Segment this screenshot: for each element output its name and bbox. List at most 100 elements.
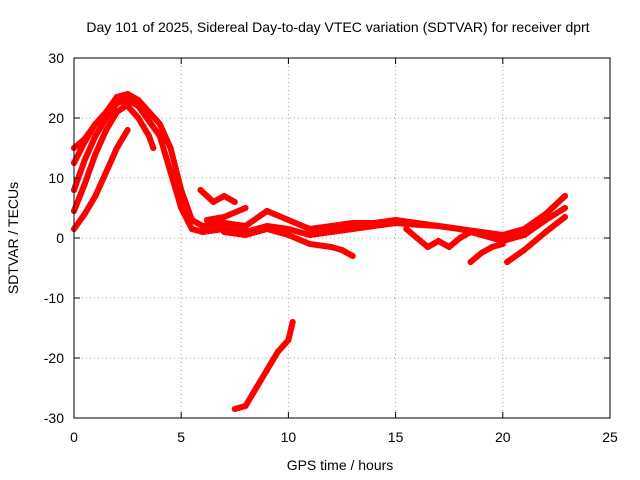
y-tick-label: 0: [56, 230, 64, 246]
y-axis-label: SDTVAR / TECUs: [5, 182, 21, 294]
data-point: [264, 367, 270, 373]
data-point: [156, 121, 163, 127]
data-point: [210, 199, 217, 205]
data-point: [285, 337, 292, 343]
y-tick-label: -30: [44, 410, 64, 426]
chart-title: Day 101 of 2025, Sidereal Day-to-day VTE…: [86, 19, 589, 35]
data-point: [113, 145, 120, 151]
data-point: [221, 193, 228, 199]
data-point: [92, 121, 99, 127]
series-track-12: [467, 241, 506, 265]
data-point: [504, 259, 511, 265]
series-track-14: [231, 319, 296, 412]
data-point: [103, 109, 110, 115]
data-point: [81, 181, 88, 187]
y-tick-label: 10: [48, 170, 64, 186]
data-point: [562, 214, 568, 220]
data-point: [197, 187, 204, 193]
series-track-1: [71, 127, 131, 232]
y-axis-ticks: -30 -20 -10 0 10 20 30: [44, 50, 610, 426]
series-layer: [71, 91, 568, 412]
data-point: [467, 229, 474, 235]
data-point: [146, 118, 152, 124]
data-point: [542, 211, 549, 217]
data-point: [371, 220, 378, 226]
data-point: [339, 247, 345, 253]
data-point: [446, 244, 453, 250]
data-point: [478, 229, 485, 235]
grid-lines: [74, 58, 610, 418]
data-point: [231, 406, 238, 412]
data-point: [306, 241, 313, 247]
data-point: [92, 133, 99, 139]
series-track-6: [124, 103, 157, 151]
data-point: [199, 229, 206, 235]
data-point: [456, 235, 463, 241]
data-point: [424, 244, 431, 250]
data-point: [562, 205, 568, 211]
data-point: [81, 211, 88, 217]
data-point: [349, 253, 356, 259]
x-tick-label: 5: [177, 429, 185, 445]
y-tick-label: 20: [48, 110, 64, 126]
data-point: [188, 226, 195, 232]
data-point: [403, 226, 410, 232]
data-point: [253, 385, 260, 391]
x-tick-label: 10: [281, 429, 297, 445]
data-point: [285, 226, 292, 232]
data-point: [81, 157, 88, 163]
data-point: [178, 205, 185, 211]
data-point: [167, 145, 174, 151]
data-point: [92, 151, 99, 157]
data-point: [199, 223, 206, 229]
data-point: [242, 232, 249, 238]
data-point: [103, 127, 110, 133]
data-point: [124, 127, 131, 133]
data-point: [124, 91, 131, 97]
x-tick-label: 20: [495, 429, 511, 445]
data-point: [203, 217, 210, 223]
series-track-10: [403, 226, 442, 250]
data-point: [124, 103, 131, 109]
data-point: [150, 145, 157, 151]
data-point: [414, 235, 420, 241]
data-point: [264, 208, 270, 214]
data-point: [414, 220, 420, 226]
data-point: [435, 238, 442, 244]
data-point: [231, 199, 238, 205]
data-point: [188, 217, 195, 223]
data-point: [92, 193, 99, 199]
data-point: [521, 247, 528, 253]
y-tick-label: 30: [48, 50, 64, 66]
data-point: [81, 136, 88, 142]
data-point: [242, 403, 249, 409]
series-track-7: [197, 187, 238, 205]
data-point: [285, 217, 292, 223]
series-track-11: [435, 229, 474, 250]
data-point: [499, 232, 506, 238]
data-point: [242, 223, 249, 229]
data-point: [221, 229, 228, 235]
x-axis-label: GPS time / hours: [287, 457, 394, 473]
data-point: [178, 187, 185, 193]
data-point: [489, 244, 496, 250]
data-point: [264, 226, 270, 232]
data-point: [242, 205, 249, 211]
data-point: [456, 226, 463, 232]
data-point: [289, 319, 296, 325]
data-point: [135, 97, 142, 103]
series-track-13: [504, 214, 568, 265]
data-point: [435, 223, 442, 229]
data-point: [146, 109, 152, 115]
data-point: [328, 229, 335, 235]
x-axis-ticks: 0 5 10 15 20 25: [70, 58, 618, 445]
data-point: [562, 193, 568, 199]
data-point: [542, 229, 549, 235]
x-tick-label: 0: [70, 429, 78, 445]
data-point: [467, 259, 474, 265]
y-tick-label: -10: [44, 290, 64, 306]
data-point: [328, 244, 335, 250]
data-point: [285, 232, 292, 238]
data-point: [521, 232, 528, 238]
